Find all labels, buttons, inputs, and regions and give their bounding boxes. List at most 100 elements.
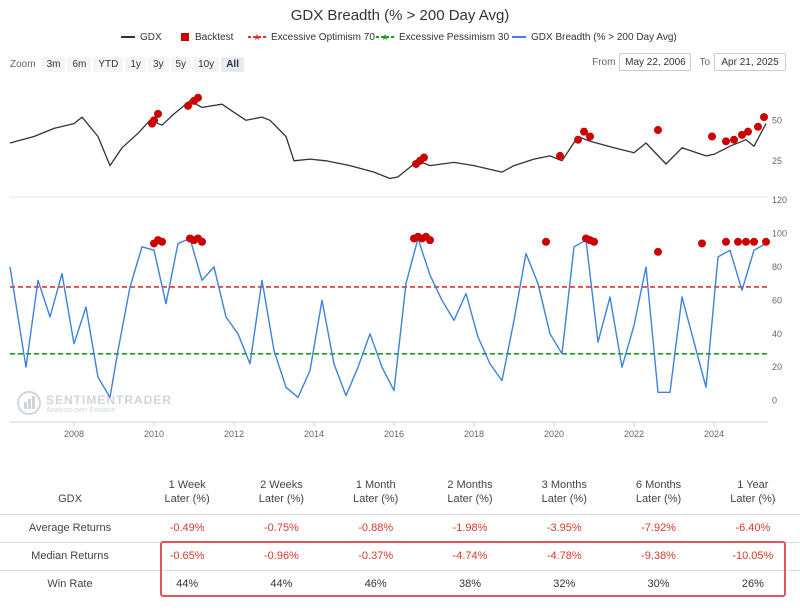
stats-cell: 26% xyxy=(705,569,800,598)
stats-cell: 30% xyxy=(611,569,706,598)
legend-label: Excessive Pessimism 30 xyxy=(399,31,510,43)
zoom-button-5y[interactable]: 5y xyxy=(170,56,192,72)
legend-label: GDX xyxy=(140,31,162,43)
legend-label: Excessive Optimism 70 xyxy=(271,31,375,43)
to-label: To xyxy=(699,56,710,68)
x-tick-label: 2022 xyxy=(624,429,644,439)
watermark-brand: SENTIMENTRADER xyxy=(46,392,173,407)
backtest-marker xyxy=(184,101,192,110)
backtest-marker xyxy=(194,93,202,102)
dashed-star-icon: ★ xyxy=(376,32,394,42)
to-date-input[interactable] xyxy=(714,53,786,71)
backtest-marker xyxy=(730,135,738,144)
from-date-input[interactable] xyxy=(619,53,692,71)
series-line xyxy=(9,100,767,180)
backtest-marker xyxy=(150,116,158,125)
y-tick-label: 25 xyxy=(772,156,782,166)
zoom-button-3m[interactable]: 3m xyxy=(41,56,66,72)
backtest-marker xyxy=(742,237,750,246)
x-tick-label: 2012 xyxy=(224,429,244,439)
stats-cell: -3.95% xyxy=(517,513,612,542)
backtest-marker xyxy=(426,236,434,245)
watermark-tagline: Analysis over Emotion xyxy=(46,406,116,414)
stats-row-label: Average Returns xyxy=(0,513,140,542)
backtest-marker xyxy=(708,132,716,141)
zoom-button-1y[interactable]: 1y xyxy=(125,56,146,72)
legend-item-breadth[interactable]: GDX Breadth (% > 200 Day Avg) xyxy=(512,30,677,44)
stats-column-header: 1 Week Later (%) xyxy=(164,478,210,505)
legend-item-optimism[interactable]: ★ Excessive Optimism 70 xyxy=(248,30,375,44)
x-tick-label: 2018 xyxy=(464,429,484,439)
stats-cell: -0.37% xyxy=(328,541,423,570)
backtest-marker xyxy=(586,132,594,141)
stats-cell: -0.49% xyxy=(140,513,235,542)
watermark: SENTIMENTRADER Analysis over Emotion xyxy=(16,390,172,416)
y-tick-label: 20 xyxy=(772,362,782,372)
backtest-marker xyxy=(154,109,162,118)
legend-item-gdx[interactable]: GDX xyxy=(121,30,162,44)
x-tick-label: 2016 xyxy=(384,429,404,439)
backtest-marker xyxy=(574,135,582,144)
square-icon xyxy=(181,33,189,41)
stats-cell: 38% xyxy=(422,569,518,598)
backtest-marker xyxy=(654,247,662,256)
stats-column-header: 2 Months Later (%) xyxy=(447,478,493,505)
stats-cell: 46% xyxy=(328,569,423,598)
zoom-button-10y[interactable]: 10y xyxy=(193,56,220,72)
y-tick-label: 40 xyxy=(772,329,782,339)
stats-cell: -10.05% xyxy=(705,541,800,570)
zoom-button-6m[interactable]: 6m xyxy=(67,56,92,72)
stats-cell: -6.40% xyxy=(705,513,800,542)
backtest-marker xyxy=(420,153,428,162)
backtest-marker xyxy=(698,239,706,248)
stats-row-label: Win Rate xyxy=(0,569,140,598)
stats-cell: -0.75% xyxy=(234,513,329,542)
date-range: From To xyxy=(592,53,786,71)
stats-cell: -0.65% xyxy=(140,541,235,570)
backtest-marker xyxy=(654,126,662,135)
legend-item-backtest[interactable]: Backtest xyxy=(180,30,233,44)
backtest-marker xyxy=(734,237,742,246)
x-tick-label: 2008 xyxy=(64,429,84,439)
zoom-button-ytd[interactable]: YTD xyxy=(93,56,124,72)
stats-table: GDX 1 Week Later (%) 2 Weeks Later (%) 1 M… xyxy=(0,470,800,598)
x-tick-label: 2020 xyxy=(544,429,564,439)
svg-text:★: ★ xyxy=(381,32,389,42)
stats-cell: -1.98% xyxy=(422,513,518,542)
stats-row: Median Returns -0.65% -0.96% -0.37% -4.74% -4… xyxy=(0,541,800,570)
legend: GDX Backtest ★ Excessive Optimism 70 ★ E… xyxy=(0,30,800,44)
backtest-marker xyxy=(158,237,166,246)
backtest-marker xyxy=(198,237,206,246)
stats-header-row: GDX 1 Week Later (%) 2 Weeks Later (%) 1 M… xyxy=(0,470,800,514)
line-icon xyxy=(121,36,135,38)
stats-cell: 44% xyxy=(140,569,235,598)
zoom-controls: Zoom 3m 6m YTD 1y 3y 5y 10y All xyxy=(10,56,246,72)
backtest-marker xyxy=(760,113,768,122)
stats-column-header: 1 Month Later (%) xyxy=(353,478,399,505)
y-tick-label: 100 xyxy=(772,228,787,238)
backtest-marker xyxy=(738,130,746,139)
stats-column-header: 1 Year Later (%) xyxy=(730,478,776,505)
legend-item-pessimism[interactable]: ★ Excessive Pessimism 30 xyxy=(376,30,509,44)
backtest-marker xyxy=(744,127,752,136)
backtest-marker xyxy=(590,237,598,246)
stats-cell: -0.88% xyxy=(328,513,423,542)
line-icon xyxy=(512,36,526,38)
stats-corner-header: GDX xyxy=(58,492,82,505)
x-tick-label: 2014 xyxy=(304,429,324,439)
backtest-marker xyxy=(722,237,730,246)
backtest-marker xyxy=(542,237,550,246)
stats-row-label: Median Returns xyxy=(0,541,140,570)
zoom-button-all[interactable]: All xyxy=(221,56,244,72)
backtest-marker xyxy=(750,237,758,246)
backtest-marker xyxy=(722,137,730,146)
chart-canvas: 25 50 0 20 40 60 80 100 120 2008 2010 2012 2014 2016 2… xyxy=(9,93,787,439)
backtest-marker xyxy=(580,127,588,136)
stats-cell: -9.38% xyxy=(611,541,706,570)
stats-column-header: 3 Months Later (%) xyxy=(541,478,587,505)
chart-title: GDX Breadth (% > 200 Day Avg) xyxy=(290,7,510,24)
y-tick-label: 80 xyxy=(772,262,782,272)
zoom-button-3y[interactable]: 3y xyxy=(147,56,169,72)
y-tick-label: 50 xyxy=(772,115,782,125)
y-tick-label: 120 xyxy=(772,195,787,205)
